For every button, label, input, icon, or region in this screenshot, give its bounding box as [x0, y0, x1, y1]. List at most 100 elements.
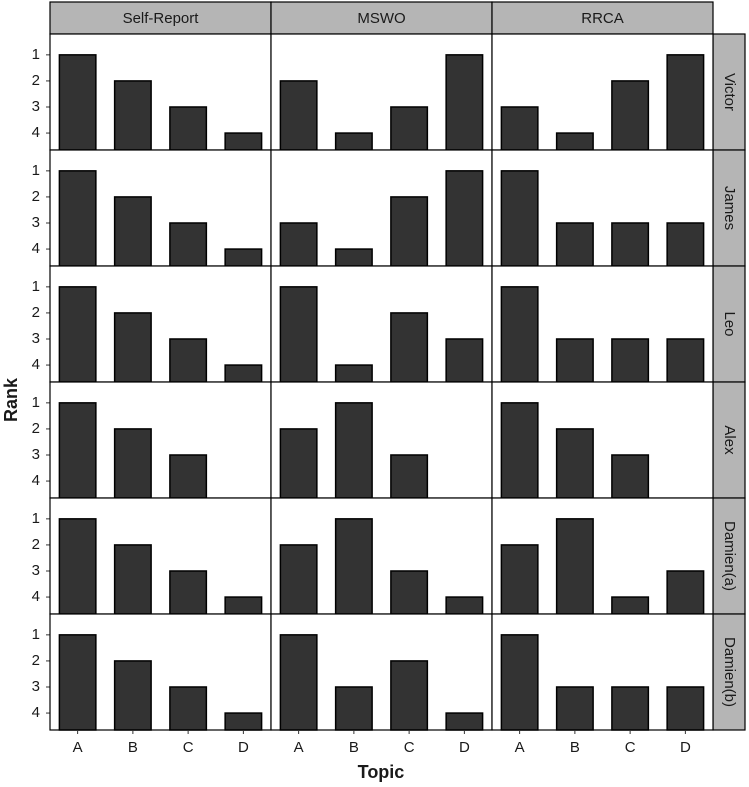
- bar: [500, 286, 539, 383]
- x-tick-label: B: [128, 739, 138, 756]
- bar: [113, 80, 152, 151]
- y-tick-label: 3: [32, 330, 40, 347]
- bar: [611, 596, 650, 615]
- bar: [445, 54, 484, 151]
- bar: [500, 170, 539, 267]
- bar: [555, 222, 594, 267]
- bar: [58, 54, 97, 151]
- bar: [169, 106, 208, 151]
- bar: [555, 686, 594, 731]
- y-tick-label: 4: [32, 124, 40, 141]
- y-tick-label: 1: [32, 46, 40, 63]
- bar: [390, 106, 429, 151]
- bar: [445, 712, 484, 731]
- x-axis-label: Topic: [358, 762, 405, 782]
- bar: [279, 428, 318, 499]
- bar: [611, 80, 650, 151]
- bar: [169, 222, 208, 267]
- bar: [58, 402, 97, 499]
- bar: [334, 518, 373, 615]
- y-tick-label: 1: [32, 626, 40, 643]
- x-tick-label: C: [404, 739, 415, 756]
- y-tick-label: 2: [32, 304, 40, 321]
- bar: [390, 196, 429, 267]
- y-tick-label: 3: [32, 446, 40, 463]
- x-tick-label: C: [625, 739, 636, 756]
- row-label: Alex: [721, 425, 738, 455]
- row-strip: [712, 33, 746, 151]
- bar: [279, 80, 318, 151]
- y-tick-label: 4: [32, 472, 40, 489]
- bar: [666, 54, 705, 151]
- bar: [279, 544, 318, 615]
- row-label: Damien(a): [721, 521, 738, 591]
- row-strip: [712, 613, 746, 731]
- bar: [611, 338, 650, 383]
- bar: [500, 634, 539, 731]
- bar: [224, 248, 263, 267]
- y-tick-label: 3: [32, 98, 40, 115]
- row-strip: [712, 381, 746, 499]
- bar: [169, 570, 208, 615]
- bar: [334, 402, 373, 499]
- bar: [334, 686, 373, 731]
- bar: [169, 338, 208, 383]
- y-tick-label: 1: [32, 278, 40, 295]
- bar: [666, 338, 705, 383]
- y-tick-label: 1: [32, 162, 40, 179]
- row-label: Victor: [721, 73, 738, 111]
- bar: [500, 402, 539, 499]
- column-strip: [491, 1, 714, 35]
- bar: [169, 686, 208, 731]
- row-strip: [712, 149, 746, 267]
- bar: [555, 132, 594, 151]
- y-tick-label: 2: [32, 72, 40, 89]
- y-tick-label: 2: [32, 420, 40, 437]
- x-tick-label: A: [294, 739, 304, 756]
- bar: [58, 634, 97, 731]
- bar: [390, 660, 429, 731]
- bar: [113, 312, 152, 383]
- bar: [555, 428, 594, 499]
- row-strip: [712, 497, 746, 615]
- column-label: Self-Report: [123, 10, 200, 27]
- bar: [279, 222, 318, 267]
- column-label: RRCA: [581, 10, 624, 27]
- x-tick-label: B: [570, 739, 580, 756]
- column-label: MSWO: [357, 10, 405, 27]
- row-label: Leo: [721, 311, 738, 336]
- bar: [500, 106, 539, 151]
- y-axis-label: Rank: [1, 377, 21, 422]
- y-tick-label: 3: [32, 214, 40, 231]
- x-tick-label: A: [73, 739, 83, 756]
- bar: [666, 686, 705, 731]
- bar: [58, 170, 97, 267]
- bar: [555, 518, 594, 615]
- bar: [113, 196, 152, 267]
- y-tick-label: 4: [32, 704, 40, 721]
- bar: [611, 686, 650, 731]
- bar: [390, 454, 429, 499]
- y-tick-label: 3: [32, 562, 40, 579]
- x-tick-label: D: [238, 739, 249, 756]
- bar: [169, 454, 208, 499]
- x-tick-label: D: [459, 739, 470, 756]
- y-tick-label: 2: [32, 536, 40, 553]
- bar: [58, 518, 97, 615]
- bar: [390, 570, 429, 615]
- bar: [224, 364, 263, 383]
- y-tick-label: 1: [32, 510, 40, 527]
- y-tick-label: 4: [32, 356, 40, 373]
- y-tick-label: 1: [32, 394, 40, 411]
- y-tick-label: 4: [32, 588, 40, 605]
- bar: [500, 544, 539, 615]
- bar: [445, 170, 484, 267]
- bar: [58, 286, 97, 383]
- bar: [611, 222, 650, 267]
- bar: [224, 712, 263, 731]
- column-strip: [49, 1, 272, 35]
- bar: [334, 132, 373, 151]
- bar: [390, 312, 429, 383]
- bar: [445, 596, 484, 615]
